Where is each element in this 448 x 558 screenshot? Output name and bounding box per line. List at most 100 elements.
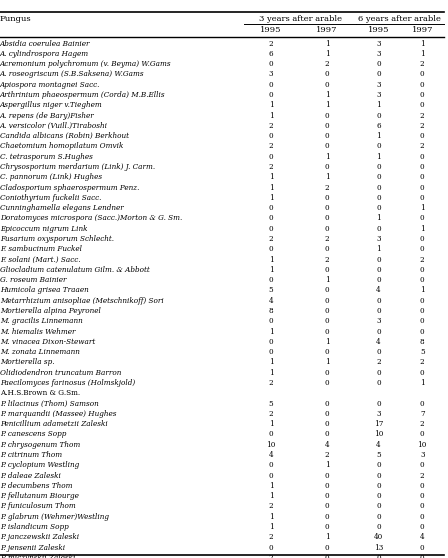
Text: 0: 0 — [420, 246, 425, 253]
Text: 1: 1 — [269, 369, 273, 377]
Text: Candida albicans (Robin) Berkhout: Candida albicans (Robin) Berkhout — [0, 132, 129, 140]
Text: M. vinacea Dixon-Stewart: M. vinacea Dixon-Stewart — [0, 338, 95, 346]
Text: 1: 1 — [269, 482, 273, 490]
Text: 0: 0 — [325, 523, 329, 531]
Text: 0: 0 — [325, 369, 329, 377]
Text: 2: 2 — [269, 142, 273, 151]
Text: 0: 0 — [325, 513, 329, 521]
Text: 2: 2 — [420, 420, 425, 428]
Text: 0: 0 — [376, 142, 381, 151]
Text: 0: 0 — [325, 122, 329, 130]
Text: 2: 2 — [420, 112, 425, 119]
Text: 0: 0 — [376, 194, 381, 202]
Text: Mortierella sp.: Mortierella sp. — [0, 358, 55, 367]
Text: Aspergillus niger v.Tieghem: Aspergillus niger v.Tieghem — [0, 102, 103, 109]
Text: A. cylindrospora Hagem: A. cylindrospora Hagem — [0, 50, 89, 58]
Text: 0: 0 — [420, 369, 425, 377]
Text: 2: 2 — [420, 472, 425, 479]
Text: 0: 0 — [325, 142, 329, 151]
Text: 0: 0 — [420, 523, 425, 531]
Text: 1: 1 — [420, 286, 425, 295]
Text: 0: 0 — [420, 543, 425, 551]
Text: Cladosporium sphaerospermum Penz.: Cladosporium sphaerospermum Penz. — [0, 184, 139, 191]
Text: Doratomyces microspora (Sacc.)Morton & G. Sm.: Doratomyces microspora (Sacc.)Morton & G… — [0, 214, 182, 223]
Text: 5: 5 — [269, 286, 273, 295]
Text: 0: 0 — [376, 184, 381, 191]
Text: 2: 2 — [420, 142, 425, 151]
Text: 0: 0 — [269, 60, 273, 68]
Text: 4: 4 — [420, 533, 425, 541]
Text: 0: 0 — [325, 502, 329, 511]
Text: 1: 1 — [420, 379, 425, 387]
Text: P. glabrum (Wehmer)Westling: P. glabrum (Wehmer)Westling — [0, 513, 109, 521]
Text: 0: 0 — [420, 266, 425, 274]
Text: 5: 5 — [269, 400, 273, 407]
Text: 0: 0 — [420, 513, 425, 521]
Text: 1: 1 — [376, 214, 381, 223]
Text: 0: 0 — [325, 266, 329, 274]
Text: 0: 0 — [420, 400, 425, 407]
Text: 0: 0 — [325, 379, 329, 387]
Text: 0: 0 — [376, 225, 381, 233]
Text: 0: 0 — [325, 318, 329, 325]
Text: 1: 1 — [269, 194, 273, 202]
Text: 1: 1 — [325, 358, 329, 367]
Text: 0: 0 — [420, 214, 425, 223]
Text: 5: 5 — [376, 451, 381, 459]
Text: Paecilomyces farinosus (Holmskjold): Paecilomyces farinosus (Holmskjold) — [0, 379, 135, 387]
Text: 0: 0 — [420, 502, 425, 511]
Text: 0: 0 — [269, 348, 273, 356]
Text: 0: 0 — [376, 256, 381, 263]
Text: 2: 2 — [269, 235, 273, 243]
Text: 2: 2 — [420, 358, 425, 367]
Text: 0: 0 — [325, 543, 329, 551]
Text: 0: 0 — [420, 91, 425, 99]
Text: 1997: 1997 — [316, 26, 338, 34]
Text: 2: 2 — [325, 256, 329, 263]
Text: 6: 6 — [376, 122, 381, 130]
Text: 0: 0 — [325, 400, 329, 407]
Text: 0: 0 — [376, 400, 381, 407]
Text: 0: 0 — [420, 276, 425, 284]
Text: 1: 1 — [269, 420, 273, 428]
Text: 1: 1 — [269, 513, 273, 521]
Text: 0: 0 — [269, 472, 273, 479]
Text: C. tetrasporum S.Hughes: C. tetrasporum S.Hughes — [0, 153, 93, 161]
Text: 0: 0 — [420, 430, 425, 439]
Text: 0: 0 — [325, 132, 329, 140]
Text: 0: 0 — [269, 225, 273, 233]
Text: 0: 0 — [420, 235, 425, 243]
Text: 0: 0 — [325, 328, 329, 335]
Text: 1: 1 — [325, 50, 329, 58]
Text: 10: 10 — [418, 441, 427, 449]
Text: 0: 0 — [269, 81, 273, 89]
Text: 0: 0 — [325, 214, 329, 223]
Text: P. citrinum Thom: P. citrinum Thom — [0, 451, 62, 459]
Text: 1: 1 — [269, 328, 273, 335]
Text: 1: 1 — [269, 102, 273, 109]
Text: 17: 17 — [374, 420, 383, 428]
Text: A. roseogriscum (S.B.Saksena) W.Gams: A. roseogriscum (S.B.Saksena) W.Gams — [0, 70, 145, 79]
Text: 0: 0 — [269, 461, 273, 469]
Text: 0: 0 — [420, 102, 425, 109]
Text: 1: 1 — [420, 204, 425, 212]
Text: Arthrinium phaeospermum (Corda) M.B.Ellis: Arthrinium phaeospermum (Corda) M.B.Elli… — [0, 91, 166, 99]
Text: 0: 0 — [269, 276, 273, 284]
Text: 8: 8 — [269, 307, 273, 315]
Text: 1: 1 — [269, 112, 273, 119]
Text: 3: 3 — [376, 91, 381, 99]
Text: M. zonata Linnemann: M. zonata Linnemann — [0, 348, 80, 356]
Text: 2: 2 — [269, 410, 273, 418]
Text: Chaetomium homopilatum Omvik: Chaetomium homopilatum Omvik — [0, 142, 123, 151]
Text: 0: 0 — [376, 307, 381, 315]
Text: 0: 0 — [420, 70, 425, 79]
Text: P. fellutanum Biourge: P. fellutanum Biourge — [0, 492, 79, 500]
Text: Apiospora montagnei Sacc.: Apiospora montagnei Sacc. — [0, 81, 100, 89]
Text: P. canescens Sopp: P. canescens Sopp — [0, 430, 66, 439]
Text: 3 years after arable: 3 years after arable — [258, 15, 342, 23]
Text: P. marquandii (Massee) Hughes: P. marquandii (Massee) Hughes — [0, 410, 116, 418]
Text: 2: 2 — [325, 235, 329, 243]
Text: 2: 2 — [269, 163, 273, 171]
Text: 0: 0 — [420, 174, 425, 181]
Text: 40: 40 — [374, 533, 383, 541]
